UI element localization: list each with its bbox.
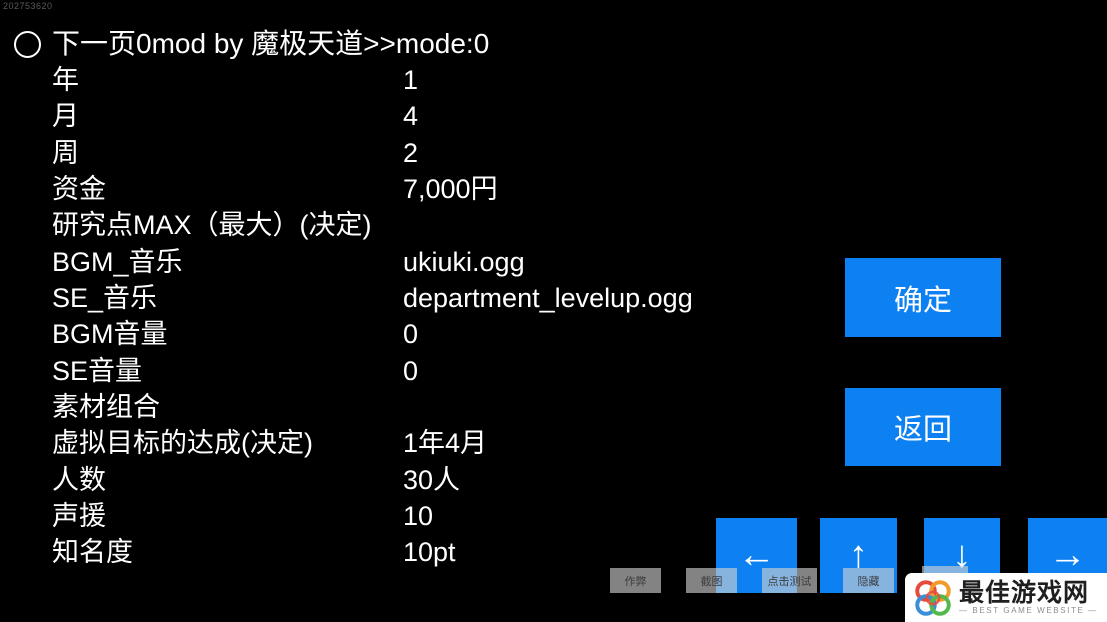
- menu-row-research-max[interactable]: 研究点MAX（最大）(决定): [0, 207, 845, 243]
- cheat-button[interactable]: 作弊: [610, 568, 661, 593]
- row-label: BGM音量: [52, 319, 168, 349]
- row-label: SE音量: [52, 356, 143, 386]
- row-label: 年: [52, 65, 79, 95]
- radio-circle-icon: [14, 30, 41, 58]
- watermark-title: 最佳游戏网: [959, 578, 1090, 607]
- row-value: 4: [403, 101, 419, 131]
- row-value: 1年4月: [403, 428, 488, 458]
- watermark-subtitle: — BEST GAME WEBSITE —: [959, 605, 1098, 615]
- row-label: BGM_音乐: [52, 247, 183, 277]
- menu-title-item[interactable]: 下一页0mod by 魔极天道>>mode:0: [14, 28, 489, 60]
- row-label: 声援: [52, 501, 106, 531]
- row-label: 研究点MAX（最大）(决定): [52, 210, 372, 240]
- row-label: 知名度: [52, 537, 133, 567]
- site-watermark: 最佳游戏网 — BEST GAME WEBSITE —: [905, 573, 1107, 622]
- row-value: 10: [403, 501, 434, 531]
- row-label: 资金: [52, 174, 106, 204]
- row-label: 月: [52, 101, 79, 131]
- menu-row-month[interactable]: 月 4: [0, 98, 845, 134]
- menu-row-support[interactable]: 声援 10: [0, 498, 845, 534]
- row-label: 周: [52, 138, 79, 168]
- menu-row-week[interactable]: 周 2: [0, 135, 845, 171]
- hide-button[interactable]: 隐藏: [843, 568, 894, 593]
- row-value: 10pt: [403, 537, 456, 567]
- debug-id-text: 202753620: [3, 1, 53, 11]
- row-value: 30人: [403, 465, 461, 495]
- menu-row-se-volume[interactable]: SE音量 0: [0, 353, 845, 389]
- row-value: department_levelup.ogg: [403, 283, 693, 313]
- row-value: ukiuki.ogg: [403, 247, 525, 277]
- row-value: 1: [403, 65, 419, 95]
- menu-row-virtual-goal[interactable]: 虚拟目标的达成(决定) 1年4月: [0, 425, 845, 461]
- row-label: 素材组合: [52, 392, 160, 422]
- row-label: 虚拟目标的达成(决定): [52, 428, 313, 458]
- best-game-website-logo-icon: [915, 579, 951, 616]
- menu-row-people-count[interactable]: 人数 30人: [0, 462, 845, 498]
- menu-row-material-combo[interactable]: 素材组合: [0, 389, 845, 425]
- row-label: SE_音乐: [52, 283, 158, 313]
- menu-row-funds[interactable]: 资金 7,000円: [0, 171, 845, 207]
- menu-row-bgm-volume[interactable]: BGM音量 0: [0, 316, 845, 352]
- row-value: 7,000円: [403, 174, 498, 204]
- menu-row-year[interactable]: 年 1: [0, 62, 845, 98]
- screenshot-button[interactable]: 截图: [686, 568, 737, 593]
- row-label: 人数: [52, 465, 106, 495]
- confirm-button[interactable]: 确定: [845, 258, 1001, 337]
- back-button[interactable]: 返回: [845, 388, 1001, 466]
- row-value: 0: [403, 356, 419, 386]
- menu-row-bgm-music[interactable]: BGM_音乐 ukiuki.ogg: [0, 244, 845, 280]
- menu-row-fame[interactable]: 知名度 10pt: [0, 534, 845, 570]
- menu-row-se-music[interactable]: SE_音乐 department_levelup.ogg: [0, 280, 845, 316]
- row-value: 2: [403, 138, 419, 168]
- row-value: 0: [403, 319, 419, 349]
- click-test-button[interactable]: 点击测试: [762, 568, 817, 593]
- menu-title: 下一页0mod by 魔极天道>>mode:0: [52, 28, 490, 59]
